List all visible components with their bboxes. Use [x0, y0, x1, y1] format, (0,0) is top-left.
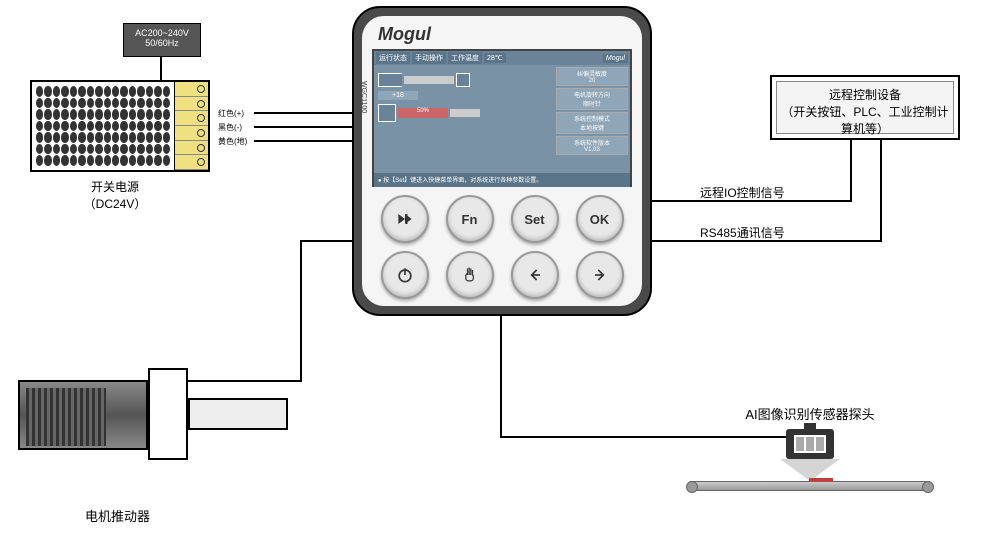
psu-terminal	[175, 141, 208, 156]
psu-terminal	[175, 126, 208, 141]
remote-line2: （开关按钮、PLC、工业控制计算机等）	[781, 103, 949, 137]
skip-icon	[395, 209, 415, 229]
ai-sensor: AI图像识别传感器探头	[680, 404, 940, 491]
status-label: 运行状态	[376, 52, 410, 64]
ac-line1: AC200~240V	[128, 28, 196, 38]
button-row-2	[372, 251, 632, 299]
right-button[interactable]	[576, 251, 624, 299]
conveyor-belt	[690, 481, 930, 491]
remote-control-box: 远程控制设备 （开关按钮、PLC、工业控制计算机等）	[770, 75, 960, 140]
term-label-red: 红色(+)	[218, 108, 244, 119]
set-button[interactable]: Set	[511, 195, 559, 243]
term-label-yellow: 黄色(地)	[218, 136, 247, 147]
controller-device: Mogul WGC1100 运行状态 手动操作 工作温度 28℃ Mogul +…	[352, 6, 652, 316]
ai-sensor-label: AI图像识别传感器探头	[680, 404, 940, 423]
psu-terminal	[175, 111, 208, 126]
wire	[254, 126, 352, 128]
wire	[880, 140, 882, 242]
left-button[interactable]	[511, 251, 559, 299]
motor-label: 电机推动器	[85, 506, 150, 525]
button-row-1: Fn Set OK	[372, 195, 632, 243]
progress-value: 50%	[398, 108, 448, 118]
hand-icon	[460, 265, 480, 285]
ac-voltage-box: AC200~240V 50/60Hz	[123, 23, 201, 57]
psu-terminal	[175, 155, 208, 170]
temp-value: 28℃	[484, 53, 506, 63]
psu-terminal	[175, 82, 208, 97]
power-icon	[395, 265, 415, 285]
status-value: 手动操作	[412, 52, 446, 64]
ok-button[interactable]: OK	[576, 195, 624, 243]
wire	[160, 57, 162, 80]
fn-button[interactable]: Fn	[446, 195, 494, 243]
display-value: +18	[378, 91, 418, 100]
info-panel: 系统控制模式本地按键	[556, 112, 628, 134]
screen-footer-hint: ● 按【Set】键进入快捷菜单界面，对系统进行各种参数设置。	[374, 173, 630, 187]
arrow-left-icon	[525, 265, 545, 285]
motor-block	[148, 368, 188, 460]
screen-brand: Mogul	[603, 54, 628, 63]
screen-info-panels: 纠偏灵敏度20 电机旋转方向顺时针 系统控制模式本地按键 系统软件版本V1.03	[554, 65, 630, 173]
rs485-signal-label: RS485通讯信号	[700, 224, 785, 241]
hand-button[interactable]	[446, 251, 494, 299]
power-button[interactable]	[381, 251, 429, 299]
wire	[500, 316, 502, 436]
info-panel: 系统软件版本V1.03	[556, 136, 628, 155]
arrow-right-icon	[590, 265, 610, 285]
ac-line2: 50/60Hz	[128, 38, 196, 48]
controller-brand: Mogul	[378, 24, 632, 45]
temp-label: 工作温度	[448, 52, 482, 64]
psu-label: 开关电源 （DC24V）	[60, 178, 170, 212]
info-panel: 纠偏灵敏度20	[556, 67, 628, 86]
wire	[254, 140, 352, 142]
wire	[300, 240, 352, 242]
screen-header: 运行状态 手动操作 工作温度 28℃ Mogul	[374, 51, 630, 65]
skip-button[interactable]	[381, 195, 429, 243]
wire	[850, 140, 852, 202]
controller-model: WGC1100	[360, 81, 367, 113]
detected-object	[809, 478, 833, 482]
psu-terminals	[174, 82, 208, 170]
screen-graphic-area: +18 50%	[374, 65, 554, 173]
power-supply	[30, 80, 210, 172]
term-label-black: 黑色(-)	[218, 122, 242, 133]
sensor-camera	[786, 429, 834, 459]
wire	[300, 240, 302, 380]
motor-shaft	[188, 398, 288, 430]
psu-terminal	[175, 97, 208, 112]
motor-pusher	[18, 360, 278, 470]
motor-body	[18, 380, 148, 450]
remote-line1: 远程控制设备	[781, 86, 949, 103]
psu-vent-grid	[32, 82, 174, 170]
wire	[254, 112, 352, 114]
io-signal-label: 远程IO控制信号	[700, 184, 785, 201]
controller-screen: WGC1100 运行状态 手动操作 工作温度 28℃ Mogul +18	[372, 49, 632, 187]
info-panel: 电机旋转方向顺时针	[556, 88, 628, 110]
